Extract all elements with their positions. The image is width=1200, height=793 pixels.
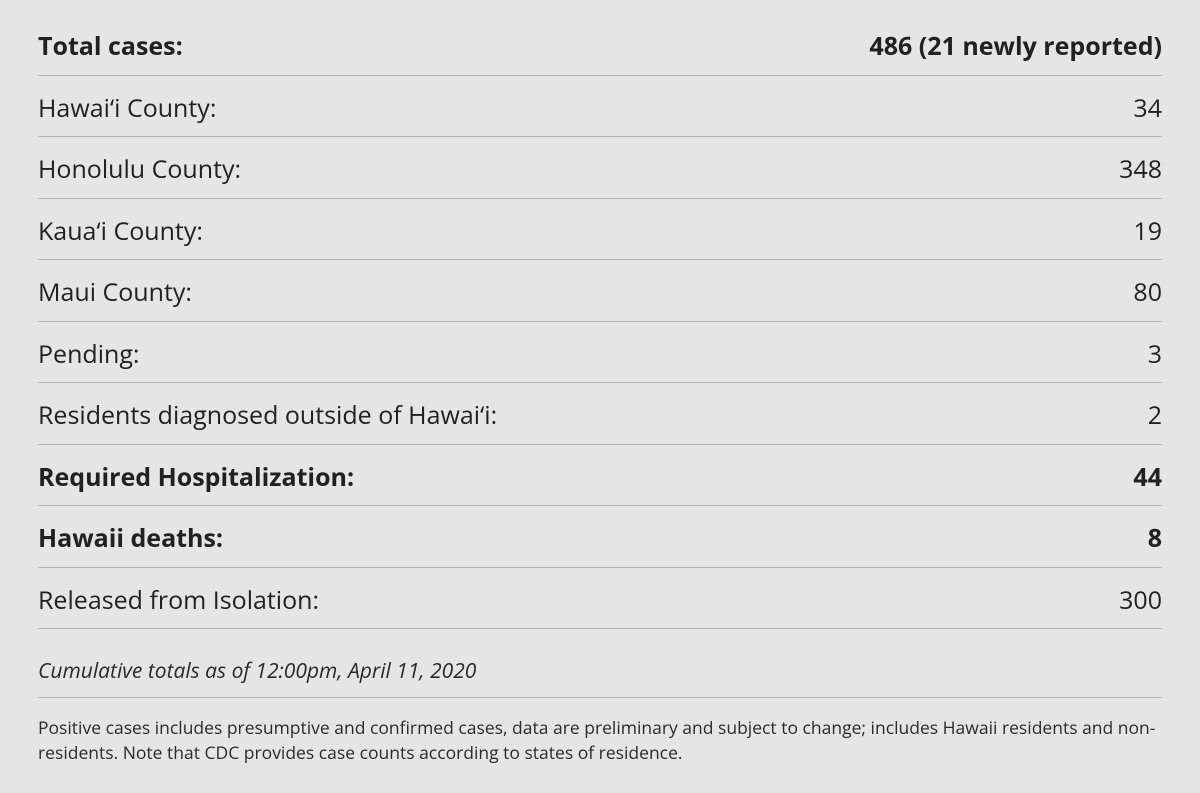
- row-value: 2: [1148, 399, 1162, 432]
- row-value: 486 (21 newly reported): [869, 30, 1162, 63]
- row-value: 34: [1133, 92, 1162, 125]
- row-label: Honolulu County:: [38, 153, 241, 186]
- caption: Cumulative totals as of 12:00pm, April 1…: [38, 629, 1162, 698]
- row-value: 44: [1133, 461, 1162, 494]
- table-row: Hawai‘i County: 34: [38, 76, 1162, 138]
- table-row: Released from Isolation: 300: [38, 568, 1162, 630]
- table-row: Residents diagnosed outside of Hawai‘i: …: [38, 383, 1162, 445]
- table-row: Required Hospitalization: 44: [38, 445, 1162, 507]
- footnote: Positive cases includes presumptive and …: [38, 698, 1162, 767]
- row-label: Residents diagnosed outside of Hawai‘i:: [38, 399, 497, 432]
- row-value: 348: [1119, 153, 1162, 186]
- table-row: Hawaii deaths: 8: [38, 506, 1162, 568]
- row-value: 8: [1148, 522, 1162, 555]
- row-label: Maui County:: [38, 276, 192, 309]
- row-value: 80: [1133, 276, 1162, 309]
- row-label: Total cases:: [38, 30, 183, 63]
- table-row: Pending: 3: [38, 322, 1162, 384]
- row-label: Hawaii deaths:: [38, 522, 223, 555]
- row-value: 19: [1133, 215, 1162, 248]
- table-row: Honolulu County: 348: [38, 137, 1162, 199]
- row-label: Released from Isolation:: [38, 584, 319, 617]
- row-label: Pending:: [38, 338, 140, 371]
- row-label: Kaua‘i County:: [38, 215, 203, 248]
- row-value: 3: [1148, 338, 1162, 371]
- table-row: Kaua‘i County: 19: [38, 199, 1162, 261]
- row-label: Required Hospitalization:: [38, 461, 354, 494]
- table-row: Maui County: 80: [38, 260, 1162, 322]
- row-label: Hawai‘i County:: [38, 92, 216, 125]
- table-row: Total cases: 486 (21 newly reported): [38, 30, 1162, 76]
- case-summary-table: Total cases: 486 (21 newly reported) Haw…: [38, 30, 1162, 767]
- row-value: 300: [1119, 584, 1162, 617]
